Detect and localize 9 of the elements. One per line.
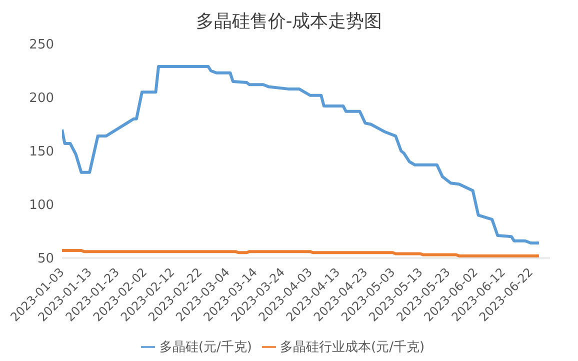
y-tick-label: 250 (29, 38, 54, 53)
y-tick-label: 150 (29, 144, 54, 160)
legend-label: 多晶硅(元/千克) (159, 340, 252, 355)
y-tick-label: 50 (37, 252, 54, 267)
line-series (62, 64, 540, 245)
chart-title: 多晶硅售价-成本走势图 (194, 10, 384, 34)
legend-label: 多晶硅行业成本(元/千克) (280, 340, 425, 355)
y-tick-label: 100 (29, 198, 54, 214)
y-tick-label: 200 (29, 91, 54, 106)
